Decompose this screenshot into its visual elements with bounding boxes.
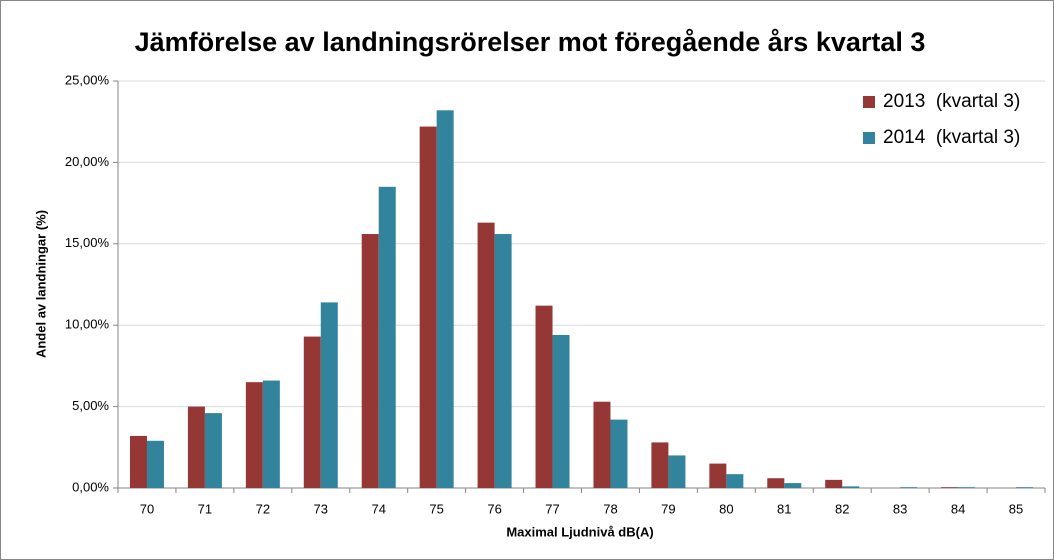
x-tick-label: 74 xyxy=(371,501,385,516)
bar xyxy=(146,440,164,488)
bar xyxy=(941,487,959,488)
bar xyxy=(477,222,495,489)
bar xyxy=(320,302,338,488)
bar xyxy=(726,474,744,488)
bar xyxy=(378,186,396,488)
bar xyxy=(767,478,785,488)
legend-swatch xyxy=(863,96,875,108)
bar xyxy=(784,483,802,488)
y-tick-label: 5,00% xyxy=(72,398,109,413)
x-axis-label: Maximal Ljudnivå dB(A) xyxy=(506,524,653,539)
x-tick-label: 83 xyxy=(893,501,907,516)
bar xyxy=(552,334,570,488)
x-tick-label: 77 xyxy=(545,501,559,516)
y-tick-label: 0,00% xyxy=(72,479,109,494)
y-tick-label: 25,00% xyxy=(65,72,110,87)
x-tick-label: 78 xyxy=(603,501,617,516)
bar xyxy=(535,305,553,488)
bar xyxy=(187,406,205,488)
x-tick-label: 71 xyxy=(198,501,212,516)
legend-swatch xyxy=(863,132,875,144)
bar xyxy=(303,336,321,488)
bar xyxy=(651,442,669,488)
legend-label: 2013 (kvartal 3) xyxy=(883,91,1020,112)
x-tick-label: 76 xyxy=(487,501,501,516)
bar xyxy=(900,487,918,488)
bar xyxy=(1016,487,1034,488)
y-tick-label: 10,00% xyxy=(65,317,110,332)
bar xyxy=(262,380,280,488)
x-tick-label: 75 xyxy=(429,501,443,516)
y-tick-label: 20,00% xyxy=(65,154,110,169)
bar xyxy=(419,126,437,489)
legend-label: 2014 (kvartal 3) xyxy=(883,127,1020,148)
x-tick-label: 72 xyxy=(256,501,270,516)
bar xyxy=(842,486,860,488)
x-tick-label: 79 xyxy=(661,501,675,516)
bar xyxy=(245,382,263,488)
bar xyxy=(494,234,512,488)
x-tick-label: 80 xyxy=(719,501,733,516)
bar xyxy=(129,435,147,488)
bar xyxy=(610,419,628,488)
bar xyxy=(825,479,843,488)
bar xyxy=(958,487,976,488)
bar xyxy=(436,110,454,488)
bar xyxy=(361,234,379,488)
x-tick-label: 81 xyxy=(777,501,791,516)
x-tick-label: 82 xyxy=(835,501,849,516)
bar xyxy=(709,463,727,488)
y-axis-label: Andel av landningar (%) xyxy=(33,210,48,358)
bar xyxy=(204,413,222,488)
bar xyxy=(593,401,611,488)
chart-title: Jämförelse av landningsrörelser mot före… xyxy=(135,27,926,57)
bar xyxy=(668,455,686,488)
y-tick-label: 15,00% xyxy=(65,235,110,250)
x-tick-label: 70 xyxy=(140,501,154,516)
x-tick-label: 85 xyxy=(1009,501,1023,516)
x-tick-label: 84 xyxy=(951,501,965,516)
x-tick-label: 73 xyxy=(314,501,328,516)
